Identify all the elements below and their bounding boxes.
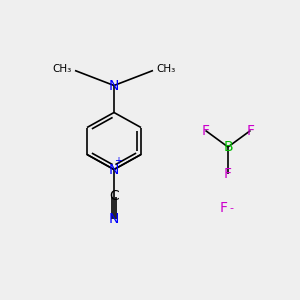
Text: CH₃: CH₃ (156, 64, 175, 74)
Text: F: F (224, 167, 232, 181)
Text: F: F (202, 124, 209, 137)
Text: N: N (109, 79, 119, 92)
Text: F: F (220, 202, 227, 215)
Text: B: B (223, 140, 233, 154)
Text: -: - (229, 203, 233, 214)
Text: +: + (115, 156, 122, 166)
Text: N: N (109, 163, 119, 176)
Text: N: N (109, 212, 119, 226)
Text: CH₃: CH₃ (53, 64, 72, 74)
Text: F: F (247, 124, 254, 137)
Text: C: C (109, 190, 119, 203)
